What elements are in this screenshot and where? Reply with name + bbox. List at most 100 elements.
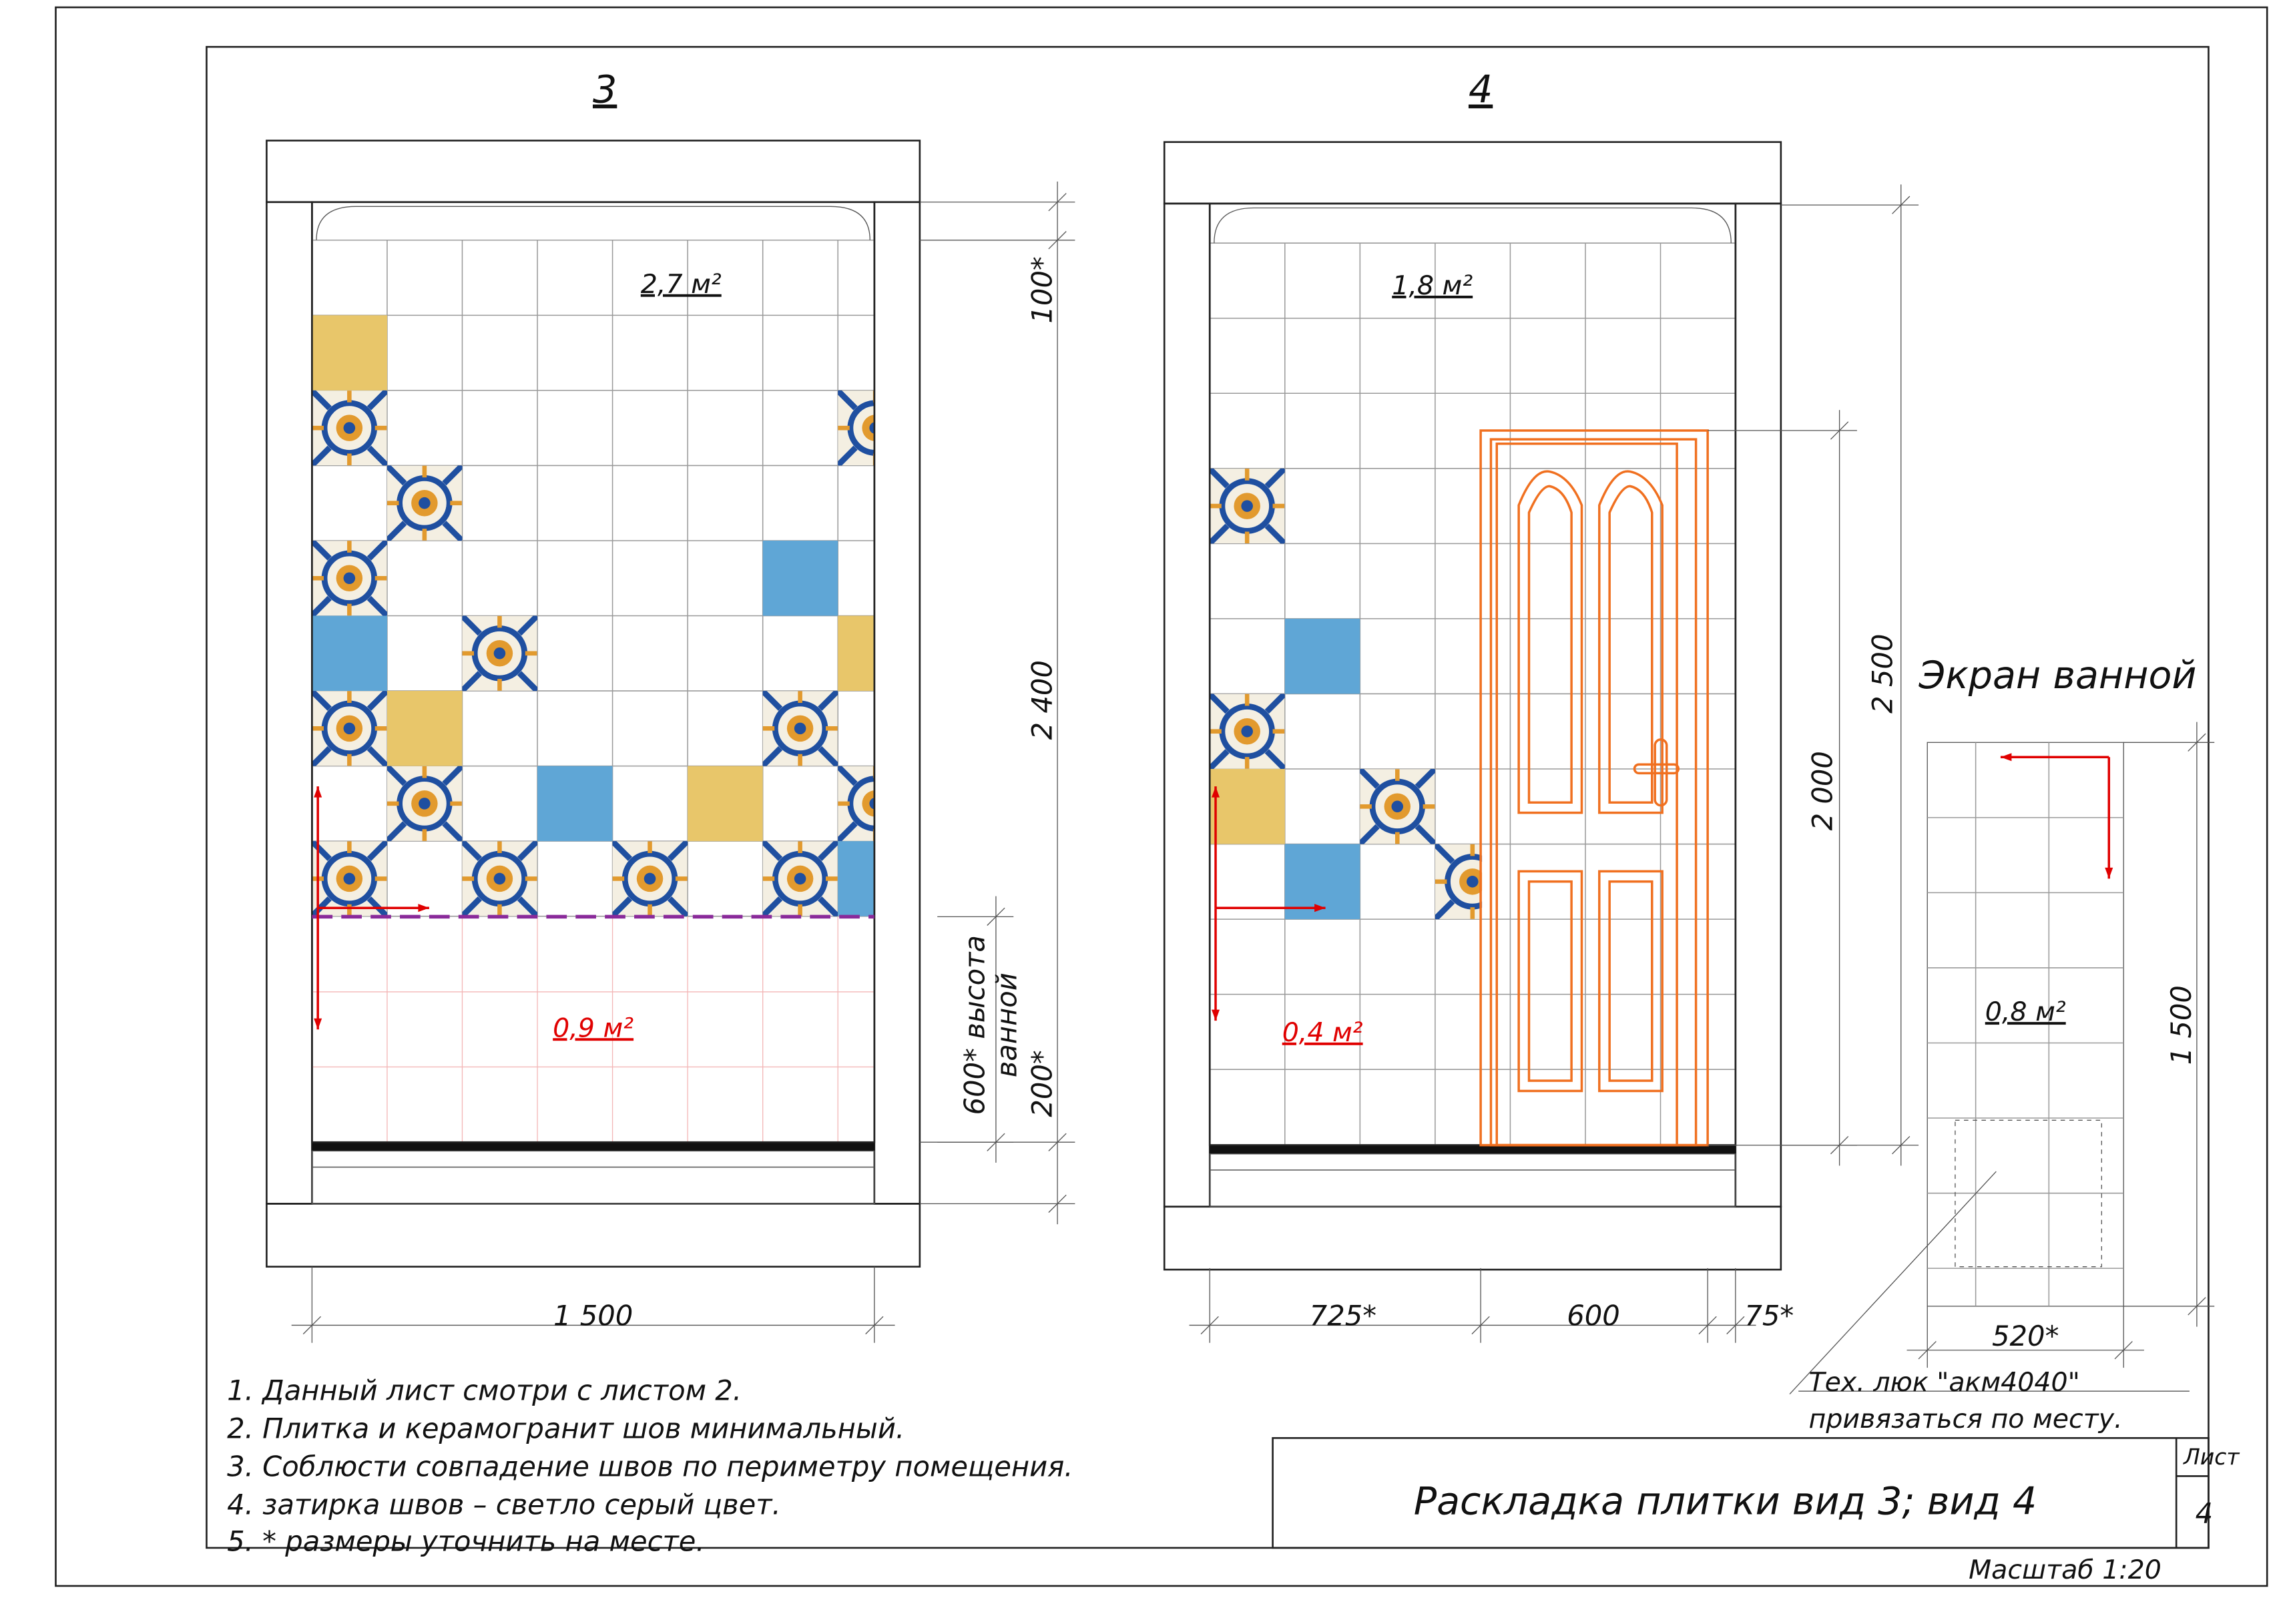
leader (1789, 1171, 2190, 1395)
door (1489, 438, 1698, 1147)
decor-tile (1360, 769, 1435, 844)
view-title: 3 (593, 68, 617, 112)
sheet-label: Лист (2183, 1444, 2240, 1470)
decor-tile (838, 766, 913, 841)
area-label: 0,8 м² (1985, 997, 2066, 1027)
decor-tile (763, 841, 838, 916)
color-tile (537, 766, 613, 842)
floor-base (1209, 1169, 1736, 1207)
wall (1734, 202, 1782, 1208)
note: 5. * размеры уточнить на месте. (227, 1525, 705, 1557)
dim-label: 2 000 (1806, 751, 1839, 830)
decor-tile (387, 766, 462, 841)
dim-label: ванной (991, 973, 1023, 1077)
note: 3. Соблюсти совпадение швов по периметру… (227, 1450, 1073, 1482)
dim-label: 100* (1025, 256, 1058, 323)
color-tile (1210, 769, 1285, 844)
area-label: 1,8 м² (1392, 270, 1473, 301)
decor-tile (462, 841, 537, 916)
door (1495, 442, 1678, 1147)
note: 4. затирка швов – светло серый цвет. (227, 1488, 781, 1521)
arrow-head (314, 786, 322, 798)
area-label: 0,9 м² (553, 1013, 633, 1043)
ceiling-arch (1214, 207, 1732, 244)
color-tile (1284, 844, 1360, 920)
floor-slab (266, 1203, 921, 1268)
decor-tile (613, 841, 688, 916)
dim-label: 75* (1744, 1299, 1794, 1332)
arrow-head (2000, 753, 2012, 762)
ceiling-arch (316, 206, 870, 240)
dim-label: 1 500 (553, 1299, 633, 1332)
door (1517, 870, 1583, 1093)
door (1608, 880, 1653, 1082)
note: 2. Плитка и керамогранит шов минимальный… (227, 1412, 905, 1444)
arrow-head (314, 1018, 322, 1030)
color-tile (312, 615, 387, 692)
view-title: 4 (1469, 68, 1493, 112)
view-4 (1163, 141, 1782, 1271)
color-tile (387, 691, 463, 766)
scale: Масштаб 1:20 (1969, 1555, 2161, 1585)
floor-slab (1163, 1205, 1782, 1271)
arrow-head (1314, 904, 1326, 912)
ceiling-slab (266, 140, 921, 204)
dim-label: 2 500 (1866, 634, 1899, 714)
door (1479, 429, 1709, 1147)
dim-label: 200* (1025, 1050, 1058, 1117)
inner-frame (206, 45, 2210, 1549)
note: 1. Данный лист смотри с листом 2. (227, 1374, 742, 1406)
area-label: 2,7 м² (641, 269, 722, 300)
color-tile (838, 615, 875, 692)
color-tile (762, 540, 838, 616)
sheet-title: Раскладка плитки вид 3; вид 4 (1414, 1479, 2037, 1523)
arrow-head (1211, 1009, 1220, 1021)
floor-screed (311, 1150, 875, 1168)
decor-tile (1435, 844, 1510, 919)
door (1527, 485, 1573, 804)
dim-label: 2 400 (1025, 660, 1058, 740)
dim-label: 725* (1310, 1299, 1376, 1332)
wall (1163, 202, 1211, 1208)
decor-tile (312, 691, 387, 766)
decor-tile (387, 466, 462, 541)
sheet-number: 4 (2196, 1497, 2214, 1530)
decor-tile (312, 841, 387, 916)
floor-screed (1209, 1153, 1736, 1171)
screen-note: привязаться по месту. (1809, 1404, 2123, 1434)
area-label: 0,4 м² (1282, 1017, 1363, 1048)
decor-tile (1210, 469, 1284, 543)
screen-panel (1927, 742, 2124, 1307)
wall (266, 201, 313, 1205)
color-tile (688, 766, 763, 842)
hatch-outline (1955, 1119, 2102, 1268)
outer-border (55, 6, 2268, 1587)
door (1517, 470, 1583, 814)
title-block (1272, 1437, 2210, 1549)
floor-finish (312, 1142, 874, 1151)
arrow-head (1211, 786, 1220, 798)
dim-label: 600 (1567, 1299, 1620, 1332)
decor-tile (763, 691, 838, 766)
dim-label: 1 500 (2165, 985, 2198, 1065)
screen-title: Экран ванной (1919, 653, 2197, 698)
decor-tile (462, 616, 537, 691)
decor-tile (312, 390, 387, 465)
door (1633, 763, 1680, 775)
dim-label: 600* высота (958, 935, 991, 1115)
screen-note: Тех. люк "акм4040" (1809, 1367, 2080, 1398)
color-tile (312, 315, 387, 390)
color-tile (838, 841, 875, 916)
door (1527, 880, 1573, 1082)
color-tile (1284, 618, 1360, 694)
door (1598, 470, 1664, 814)
wall (873, 201, 921, 1205)
ceiling-slab (1163, 141, 1782, 205)
room-outline (311, 201, 876, 1143)
arrow-head (2105, 867, 2113, 879)
decor-tile (838, 390, 913, 465)
bath-screen (1789, 742, 2190, 1395)
